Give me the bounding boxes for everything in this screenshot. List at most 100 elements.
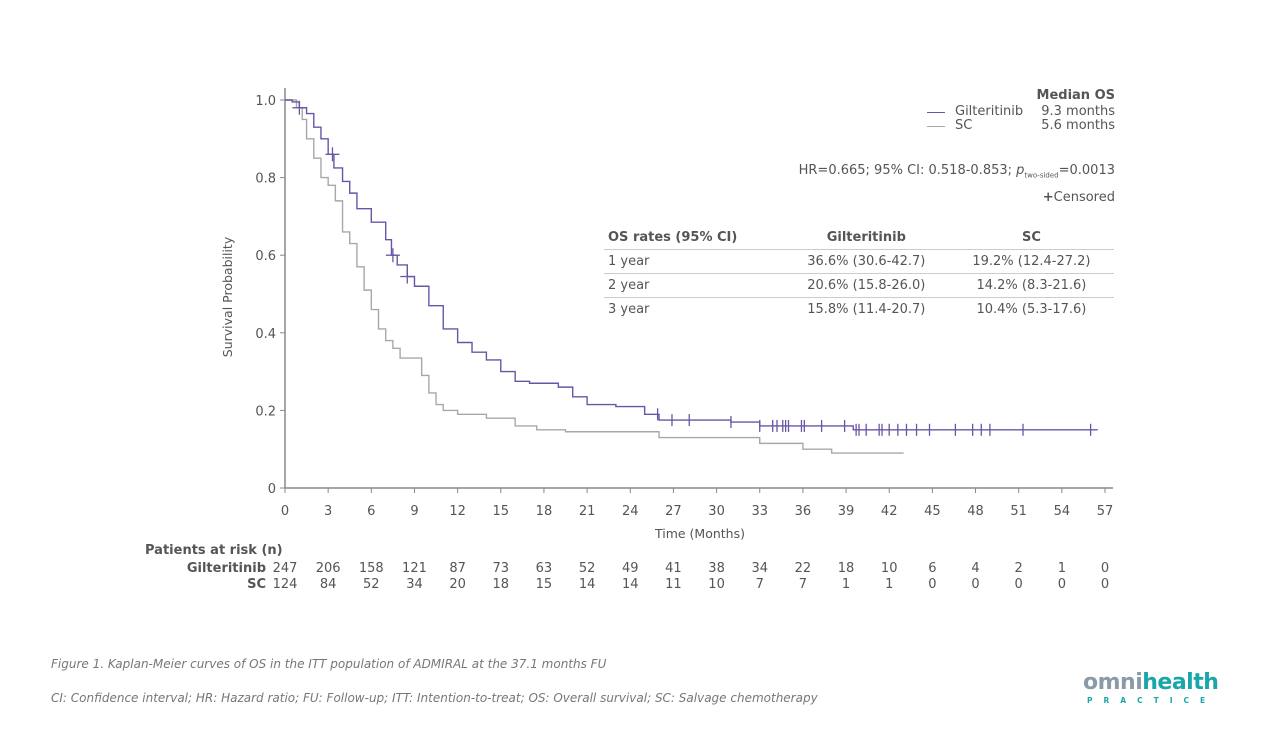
x-tick-label: 39 [838, 504, 855, 519]
logo-subtitle: PRACTICE [1087, 696, 1217, 705]
column-header: SC [948, 226, 1114, 250]
hr-main: HR=0.665; 95% CI: 0.518-0.853; [798, 163, 1017, 178]
at-risk-value: 41 [665, 561, 682, 576]
at-risk-value: 2 [1014, 561, 1023, 576]
abbreviations-caption: CI: Confidence interval; HR: Hazard rati… [51, 691, 818, 705]
at-risk-value: 20 [449, 577, 466, 592]
legend-label: SC [955, 118, 973, 133]
at-risk-value: 49 [621, 561, 639, 576]
column-header: OS rates (95% CI) [604, 226, 784, 250]
y-tick-label: 0.2 [255, 404, 276, 419]
x-tick-label: 3 [324, 504, 332, 519]
x-tick-label: 21 [579, 504, 596, 519]
x-tick-label: 0 [281, 504, 289, 519]
at-risk-value: 18 [837, 561, 855, 576]
legend-item-gilteritinib: Gilteritinib 9.3 months [927, 105, 1115, 119]
x-tick-label: 48 [967, 504, 984, 519]
table-cell: 15.8% (11.4-20.7) [807, 302, 926, 317]
table-cell: 10.4% (5.3-17.6) [976, 302, 1087, 317]
table-cell: 1 year [604, 249, 784, 274]
x-tick-label: 45 [924, 504, 941, 519]
at-risk-value: 52 [363, 577, 380, 592]
table-cell: 19.2% (12.4-27.2) [948, 249, 1114, 274]
axes: 00.20.40.60.81.00 3 6 9 12 15 18 21 24 27 30 33 36 39… [255, 88, 1113, 519]
legend-value: 5.6 months [1041, 118, 1115, 133]
y-tick-label: 1.0 [255, 94, 276, 109]
at-risk-value: 206 [315, 561, 341, 576]
x-tick-label: 9 [410, 504, 418, 519]
at-risk-value: 0 [971, 577, 980, 592]
x-tick-label: 42 [881, 504, 898, 519]
x-tick-label: 18 [536, 504, 553, 519]
x-tick-label: 24 [622, 504, 639, 519]
at-risk-value: 1 [841, 577, 851, 592]
at-risk-value: 6 [928, 561, 937, 576]
x-tick-label: 30 [708, 504, 725, 519]
table-cell: 20.6% (15.8-26.0) [783, 273, 949, 298]
at-risk-value: 63 [535, 561, 553, 576]
at-risk-value: 0 [1100, 561, 1110, 576]
column-header: Gilteritinib [783, 226, 949, 250]
p-symbol: p [1016, 163, 1025, 178]
table-row: 3 year 15.8% (11.4-20.7) 10.4% (5.3-17.6… [604, 298, 1114, 322]
hazard-ratio-annotation: HR=0.665; 95% CI: 0.518-0.853; ptwo-side… [799, 163, 1115, 180]
at-risk-label-sc: SC [247, 577, 266, 592]
logo-main-text: health [1142, 670, 1219, 695]
table-header-row: OS rates (95% CI) Gilteritinib SC [604, 226, 1114, 250]
table-row: 1 year 36.6% (30.6-42.7) 19.2% (12.4-27.… [604, 249, 1114, 274]
x-tick-label: 27 [665, 504, 682, 519]
at-risk-value: 18 [492, 577, 510, 592]
x-tick-label: 6 [367, 504, 375, 519]
table-cell: 3 year [608, 302, 650, 317]
at-risk-value: 247 [272, 561, 298, 576]
sc-line-swatch [927, 125, 945, 127]
y-axis-title: Survival Probability [220, 236, 235, 357]
p-value: =0.0013 [1058, 163, 1115, 178]
at-risk-value: 7 [755, 577, 764, 592]
at-risk-value: 84 [319, 577, 337, 592]
legend-item-sc: SC 5.6 months [927, 119, 1115, 133]
table-cell: 36.6% (30.6-42.7) [783, 249, 949, 274]
logo-prefix: omni [1083, 670, 1143, 695]
table-cell: 2 year [604, 273, 784, 298]
omnihealth-logo: omnihealth PRACTICE [1083, 670, 1219, 706]
at-risk-title: Patients at risk (n) [145, 543, 283, 558]
at-risk-value: 1 [885, 577, 894, 592]
at-risk-value: 158 [358, 561, 384, 576]
at-risk-value: 38 [708, 561, 725, 576]
x-tick-label: 57 [1097, 504, 1114, 519]
censored-note: +Censored [1043, 190, 1115, 205]
table-row: 2 year 20.6% (15.8-26.0) 14.2% (8.3-21.6… [604, 273, 1114, 298]
sc-curve [285, 99, 904, 454]
x-tick-label: 33 [751, 504, 768, 519]
at-risk-value: 10 [708, 577, 725, 592]
gilteritinib-line-swatch [927, 111, 945, 113]
legend-label: Gilteritinib [955, 104, 1024, 119]
at-risk-value: 14 [578, 577, 596, 592]
legend-title: Median OS [1036, 88, 1115, 103]
at-risk-value: 1 [1057, 561, 1066, 576]
legend-value: 9.3 months [1041, 104, 1115, 119]
y-tick-label: 0 [268, 482, 276, 497]
x-tick-label: 12 [449, 504, 466, 519]
x-tick-label: 51 [1010, 504, 1027, 519]
at-risk-value: 0 [1057, 577, 1066, 592]
at-risk-value: 15 [535, 577, 553, 592]
at-risk-value: 0 [1100, 577, 1110, 592]
at-risk-value: 22 [794, 561, 812, 576]
at-risk-label-gilteritinib: Gilteritinib [186, 561, 266, 576]
at-risk-value: 11 [665, 577, 682, 592]
y-tick-label: 0.6 [255, 249, 276, 264]
os-rates-table: OS rates (95% CI) Gilteritinib SC 1 year… [604, 226, 1114, 321]
at-risk-value: 10 [880, 561, 898, 576]
table-cell: 14.2% (8.3-21.6) [948, 273, 1114, 298]
at-risk-value: 0 [928, 577, 937, 592]
at-risk-value: 73 [492, 561, 510, 576]
curves [285, 99, 1098, 454]
at-risk-value: 7 [798, 577, 808, 592]
censored-label: Censored [1053, 190, 1115, 205]
x-tick-label: 36 [795, 504, 812, 519]
x-tick-label: 54 [1054, 504, 1071, 519]
at-risk-value: 34 [751, 561, 768, 576]
legend: Median OS Gilteritinib 9.3 months SC 5.6… [927, 88, 1115, 133]
